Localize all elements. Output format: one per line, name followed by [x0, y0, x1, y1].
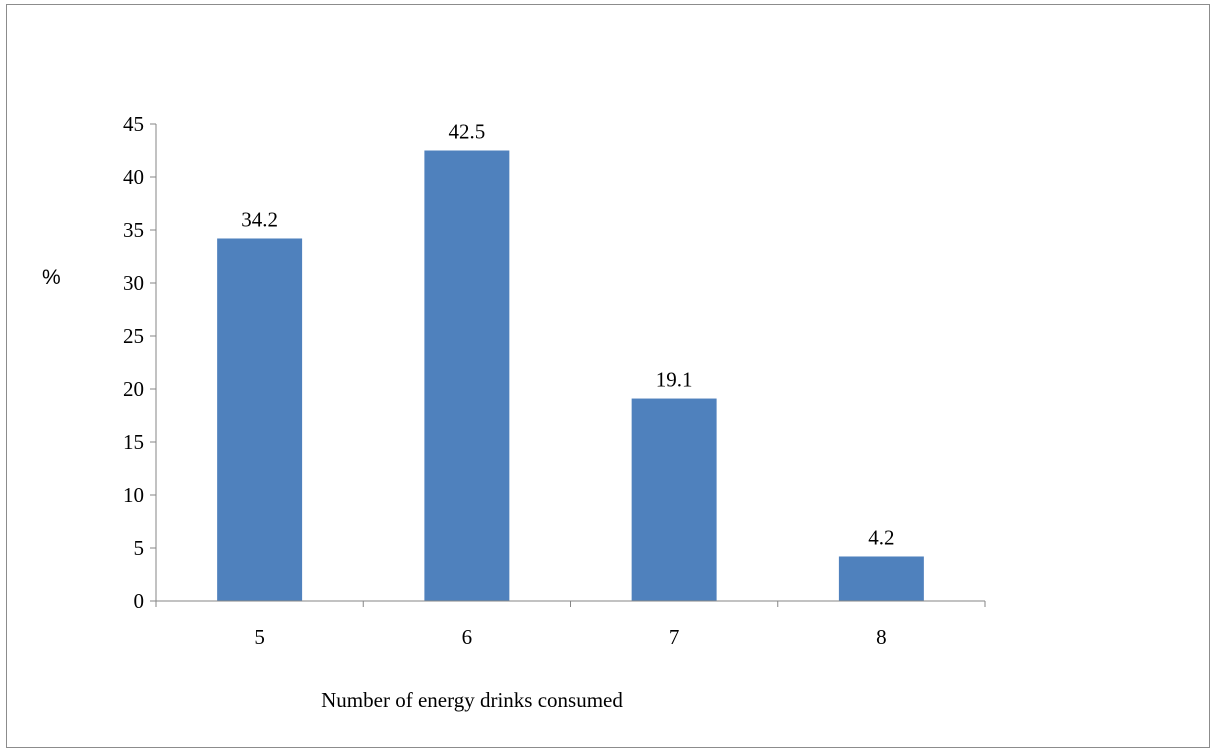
y-tick-label-20: 20: [123, 377, 144, 401]
bar-7: [631, 398, 717, 601]
x-tick-label-7: 7: [669, 625, 680, 649]
data-labels-group: 34.2 42.5 19.1 4.2: [241, 120, 894, 550]
y-tick-label-30: 30: [123, 271, 144, 295]
bars-group: [217, 150, 924, 602]
x-tick-label-8: 8: [876, 625, 887, 649]
y-tick-label-5: 5: [134, 536, 145, 560]
bar-5: [217, 238, 303, 602]
y-tick-label-0: 0: [134, 589, 145, 613]
y-tick-label-40: 40: [123, 165, 144, 189]
data-label-5: 34.2: [241, 207, 278, 231]
x-axis-title: Number of energy drinks consumed: [321, 688, 623, 712]
y-tick-label-25: 25: [123, 324, 144, 348]
data-label-6: 42.5: [449, 120, 486, 144]
y-tick-label-10: 10: [123, 483, 144, 507]
bar-8: [838, 556, 924, 601]
data-label-7: 19.1: [656, 368, 693, 392]
y-tick-label-15: 15: [123, 430, 144, 454]
chart-frame: [6, 4, 1210, 748]
x-tick-label-5: 5: [254, 625, 265, 649]
bar-6: [424, 150, 510, 601]
y-tick-label-45: 45: [123, 112, 144, 136]
y-tick-label-35: 35: [123, 218, 144, 242]
data-label-8: 4.2: [868, 525, 894, 549]
x-tick-label-6: 6: [462, 625, 473, 649]
axes-group: 0 5 10 15 20 25 30 35 40 45 5 6 7 8: [123, 112, 986, 649]
y-axis-title: %: [42, 266, 61, 289]
